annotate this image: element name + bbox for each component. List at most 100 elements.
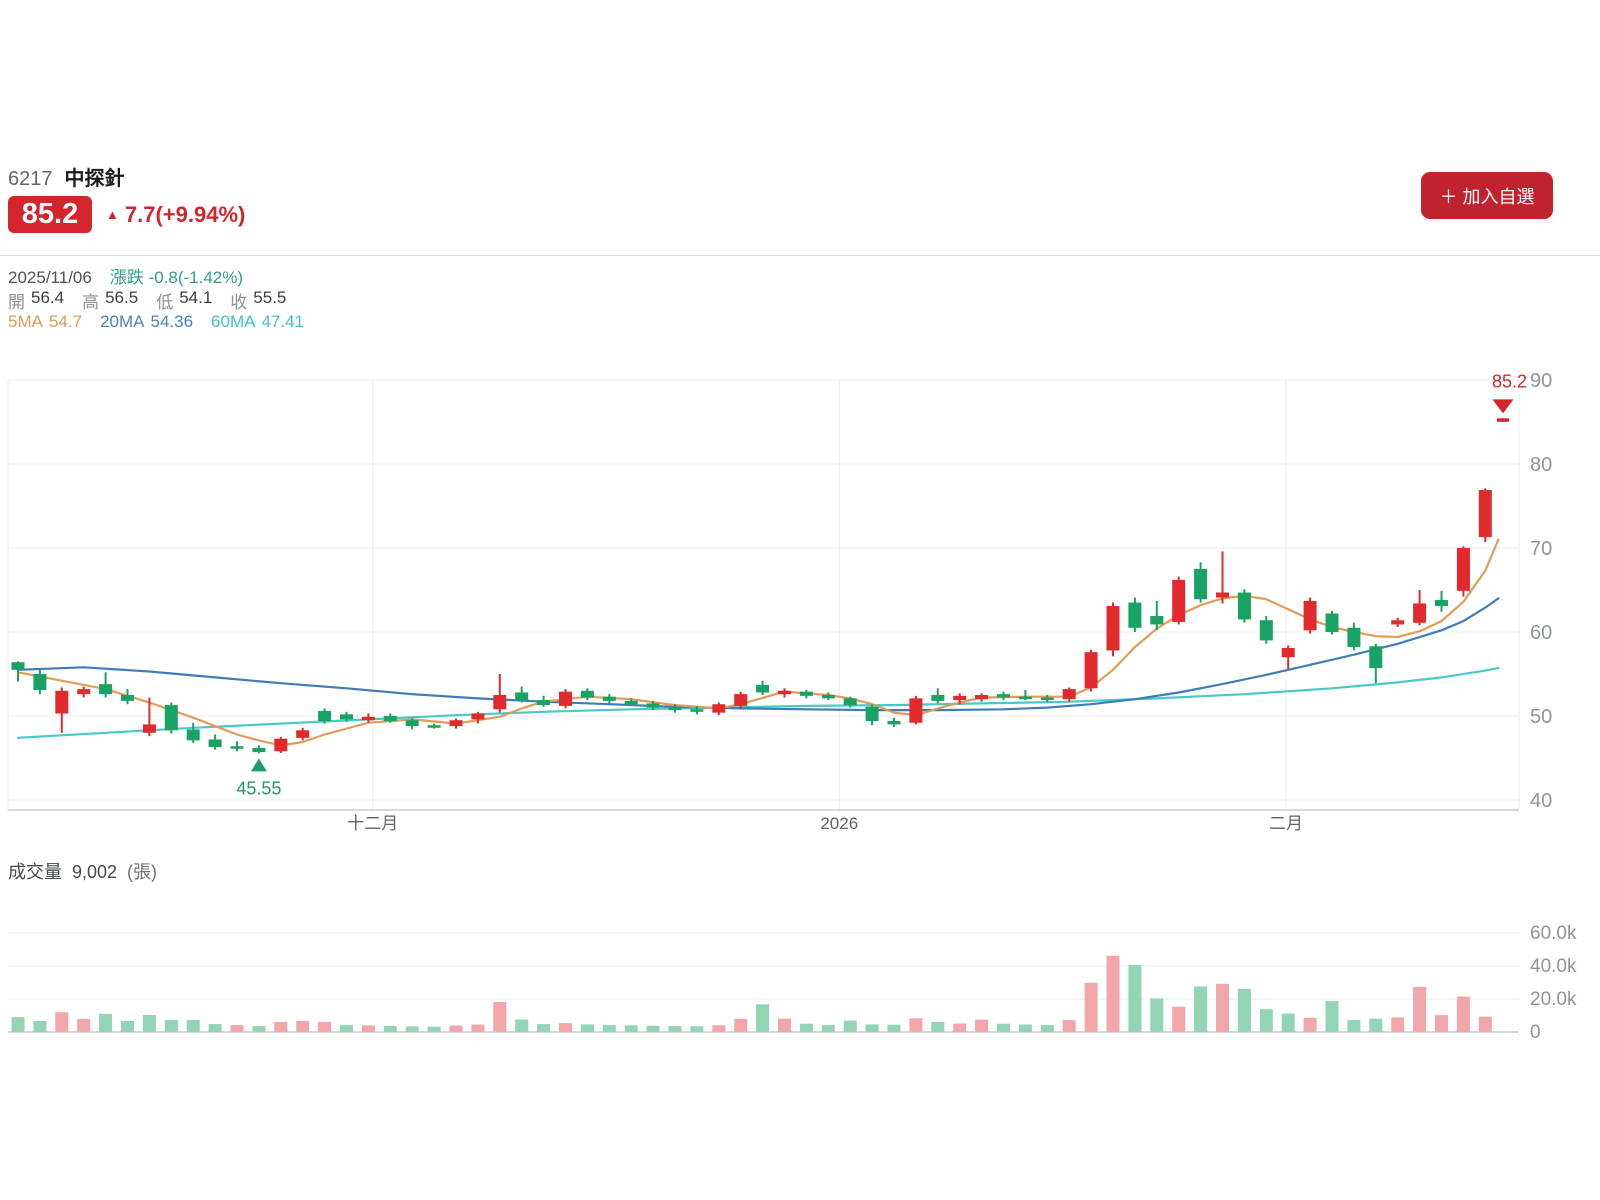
volume-bar[interactable] <box>1172 1006 1186 1032</box>
volume-bar[interactable] <box>559 1023 572 1032</box>
candle[interactable] <box>1369 643 1383 684</box>
candle[interactable] <box>405 718 419 730</box>
volume-bar[interactable] <box>756 1004 770 1032</box>
candle[interactable] <box>712 702 726 716</box>
volume-bar[interactable] <box>537 1024 551 1032</box>
volume-bar[interactable] <box>1194 986 1208 1032</box>
volume-bar[interactable] <box>1150 998 1164 1032</box>
volume-bar[interactable] <box>624 1025 638 1032</box>
volume-bar[interactable] <box>997 1023 1010 1032</box>
volume-bar[interactable] <box>11 1017 25 1032</box>
volume-bar[interactable] <box>602 1025 616 1032</box>
volume-bar[interactable] <box>274 1021 288 1032</box>
candle[interactable] <box>1237 589 1251 623</box>
candle[interactable] <box>602 694 616 704</box>
candle[interactable] <box>997 691 1010 701</box>
candle[interactable] <box>99 672 113 698</box>
candle[interactable] <box>821 692 835 701</box>
candle[interactable] <box>11 661 25 682</box>
candle[interactable] <box>1150 600 1164 631</box>
candle[interactable] <box>1018 689 1032 701</box>
volume-bar[interactable] <box>1347 1020 1361 1032</box>
volume-bar[interactable] <box>931 1021 945 1032</box>
volume-bar[interactable] <box>427 1026 441 1032</box>
volume-series[interactable] <box>11 955 1492 1032</box>
volume-bar[interactable] <box>1128 965 1142 1032</box>
candle[interactable] <box>55 687 69 733</box>
candle[interactable] <box>1478 488 1492 543</box>
candle[interactable] <box>1084 649 1098 692</box>
candle[interactable] <box>1303 597 1317 634</box>
candle[interactable] <box>230 741 244 752</box>
candle[interactable] <box>690 705 704 715</box>
candle[interactable] <box>887 717 901 727</box>
candle[interactable] <box>756 680 770 695</box>
candle[interactable] <box>1040 695 1054 703</box>
volume-bar[interactable] <box>953 1023 967 1032</box>
candle[interactable] <box>383 713 397 723</box>
candle[interactable] <box>909 695 923 725</box>
volume-bar[interactable] <box>230 1025 244 1032</box>
volume-bar[interactable] <box>493 1001 507 1032</box>
volume-bar[interactable] <box>1062 1020 1076 1032</box>
volume-bar[interactable] <box>405 1026 419 1032</box>
candle[interactable] <box>1413 590 1427 626</box>
volume-bar[interactable] <box>142 1015 156 1032</box>
volume-bar[interactable] <box>1281 1013 1295 1032</box>
volume-bar[interactable] <box>1018 1024 1032 1032</box>
candle[interactable] <box>493 674 507 713</box>
candle[interactable] <box>318 708 332 724</box>
volume-bar[interactable] <box>1084 982 1098 1032</box>
candle[interactable] <box>1435 590 1448 612</box>
volume-bar[interactable] <box>1040 1025 1054 1032</box>
volume-bar[interactable] <box>1456 996 1470 1032</box>
candle[interactable] <box>208 734 222 750</box>
candle[interactable] <box>646 700 660 711</box>
volume-bar[interactable] <box>843 1020 857 1032</box>
candle[interactable] <box>1216 551 1229 604</box>
volume-bar[interactable] <box>186 1019 200 1032</box>
volume-bar[interactable] <box>1325 1001 1339 1032</box>
volume-bar[interactable] <box>580 1024 594 1032</box>
candle[interactable] <box>1325 611 1339 635</box>
volume-bar[interactable] <box>340 1024 353 1032</box>
candle[interactable] <box>931 688 945 704</box>
candle[interactable] <box>1194 562 1208 603</box>
volume-bar[interactable] <box>887 1024 901 1032</box>
candle[interactable] <box>1456 546 1470 597</box>
volume-bar[interactable] <box>471 1024 485 1032</box>
volume-bar[interactable] <box>55 1012 69 1032</box>
volume-bar[interactable] <box>383 1025 397 1032</box>
candle[interactable] <box>77 686 91 698</box>
candle[interactable] <box>449 718 463 729</box>
volume-bar[interactable] <box>99 1013 113 1032</box>
candle[interactable] <box>668 704 682 713</box>
candlestick-series[interactable] <box>11 488 1492 754</box>
volume-bar[interactable] <box>121 1020 134 1032</box>
candle[interactable] <box>427 723 441 729</box>
volume-bar[interactable] <box>515 1019 529 1032</box>
volume-bar[interactable] <box>1435 1015 1448 1032</box>
candle[interactable] <box>33 668 47 695</box>
candle[interactable] <box>580 688 594 701</box>
candle[interactable] <box>778 688 791 698</box>
candle[interactable] <box>186 722 200 743</box>
volume-bar[interactable] <box>865 1024 879 1032</box>
candle[interactable] <box>1281 645 1295 669</box>
candle[interactable] <box>799 689 813 699</box>
candle[interactable] <box>515 686 529 703</box>
candle[interactable] <box>865 704 879 726</box>
candle[interactable] <box>252 745 266 754</box>
candle[interactable] <box>1062 687 1076 702</box>
volume-bar[interactable] <box>296 1020 310 1032</box>
volume-bar[interactable] <box>646 1025 660 1032</box>
candle[interactable] <box>559 689 572 709</box>
candle[interactable] <box>843 696 857 708</box>
volume-bar[interactable] <box>252 1026 266 1032</box>
candle[interactable] <box>975 693 989 702</box>
volume-bar[interactable] <box>1216 983 1229 1032</box>
candle[interactable] <box>624 698 638 706</box>
volume-bar[interactable] <box>208 1024 222 1032</box>
volume-bar[interactable] <box>1413 986 1427 1032</box>
